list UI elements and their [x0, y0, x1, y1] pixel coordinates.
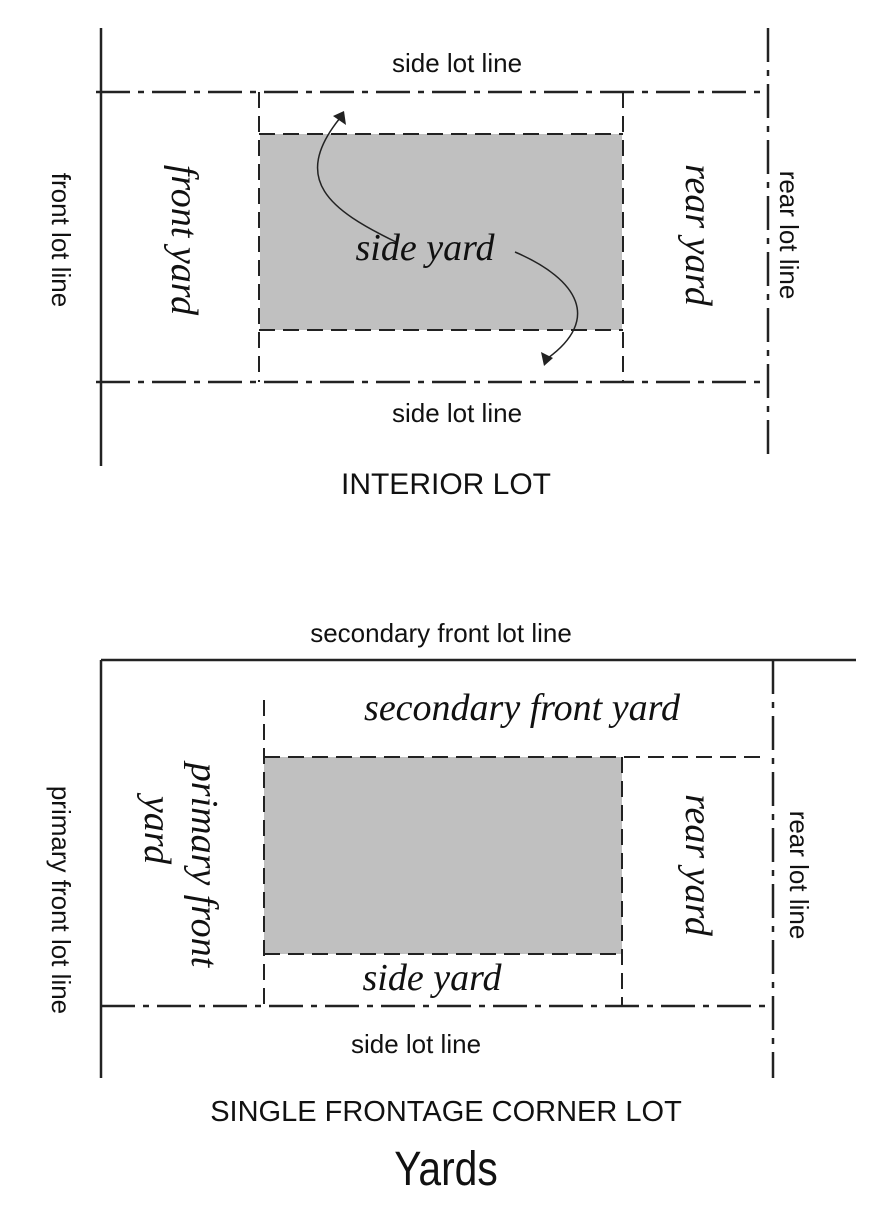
corner-lot: secondary front lot line secondary front… — [46, 618, 856, 1128]
interior-side-yard-label: side yard — [356, 227, 496, 269]
interior-building-footprint — [260, 134, 622, 330]
side-yard-arrow-down — [514, 251, 579, 359]
arrowhead-icon — [333, 111, 346, 125]
interior-lot: side lot line side lot line front lot li… — [46, 28, 804, 501]
arrowhead-icon — [541, 352, 553, 366]
interior-front-lot-line-label: front lot line — [46, 173, 76, 307]
interior-rear-yard-label: rear yard — [677, 164, 719, 307]
corner-primary-front-yard-label-line2: yard — [136, 792, 178, 865]
interior-bottom-side-lot-line-label: side lot line — [392, 398, 522, 428]
corner-rear-lot-line-label: rear lot line — [784, 811, 814, 940]
corner-secondary-front-yard-label: secondary front yard — [364, 687, 681, 729]
corner-side-lot-line-label: side lot line — [351, 1029, 481, 1059]
interior-top-side-lot-line-label: side lot line — [392, 48, 522, 78]
corner-building-footprint — [264, 757, 622, 954]
corner-primary-front-lot-line-label: primary front lot line — [46, 786, 76, 1014]
interior-front-yard-label: front yard — [163, 165, 205, 316]
figure-title: Yards — [394, 1143, 498, 1196]
interior-lot-caption: INTERIOR LOT — [341, 468, 551, 501]
side-yard-arrow-up — [316, 117, 397, 243]
interior-rear-lot-line-label: rear lot line — [774, 171, 804, 300]
corner-side-yard-label: side yard — [363, 957, 503, 999]
corner-secondary-front-lot-line-label: secondary front lot line — [310, 618, 572, 648]
corner-primary-front-yard-label-line1: primary front — [183, 760, 225, 969]
corner-lot-caption: SINGLE FRONTAGE CORNER LOT — [210, 1096, 682, 1128]
corner-rear-yard-label: rear yard — [677, 794, 719, 937]
